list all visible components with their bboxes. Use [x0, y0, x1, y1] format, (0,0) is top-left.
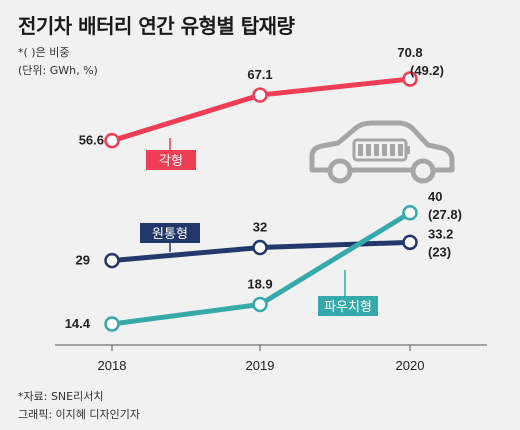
data-point-cylindrical: [252, 239, 268, 256]
x-tick-label-2018: 2018: [98, 358, 127, 373]
share-label-pouch: (27.8): [428, 207, 462, 222]
data-label-pouch: 18.9: [247, 276, 272, 291]
legend-label-pouch: 파우치형: [324, 299, 372, 314]
data-label-pouch: 14.4: [65, 316, 91, 331]
data-label-prismatic: 56.6: [79, 133, 104, 148]
electric-car-icon: [309, 120, 455, 184]
legend-badge-pouch: [318, 296, 378, 316]
data-point-prismatic: [402, 71, 418, 87]
data-label-pouch: 40: [428, 189, 442, 204]
data-point-pouch: [104, 316, 120, 332]
legend-badge-prismatic: [146, 150, 196, 170]
share-label-prismatic: (49.2): [410, 63, 444, 78]
data-label-cylindrical: 33.2: [428, 226, 453, 241]
data-label-cylindrical: 32: [253, 220, 267, 235]
x-tick-label-2019: 2019: [246, 358, 275, 373]
data-label-cylindrical: 29: [76, 253, 90, 268]
share-note: *( )은 비중: [18, 46, 70, 59]
data-point-pouch: [252, 296, 268, 313]
unit-note: (단위: GWh, %): [18, 64, 98, 77]
data-label-prismatic: 70.8: [397, 45, 422, 60]
data-point-cylindrical: [104, 252, 120, 269]
data-label-prismatic: 67.1: [247, 67, 272, 82]
x-tick-label-2020: 2020: [396, 358, 425, 373]
credit-note: 그래픽: 이지혜 디자인기자: [18, 408, 141, 421]
data-point-pouch: [402, 205, 418, 221]
legend-label-cylindrical: 원통형: [152, 226, 188, 241]
data-point-cylindrical: [402, 234, 418, 251]
legend-badge-cylindrical: [140, 223, 200, 243]
chart-title: 전기차 배터리 연간 유형별 탑재량: [18, 14, 295, 38]
share-label-cylindrical: (23): [428, 244, 451, 259]
data-point-prismatic: [104, 132, 120, 149]
legend-label-prismatic: 각형: [159, 153, 183, 168]
battery-icon: [352, 138, 410, 162]
data-point-prismatic: [252, 87, 268, 103]
source-note: *자료: SNE리서치: [18, 390, 104, 403]
